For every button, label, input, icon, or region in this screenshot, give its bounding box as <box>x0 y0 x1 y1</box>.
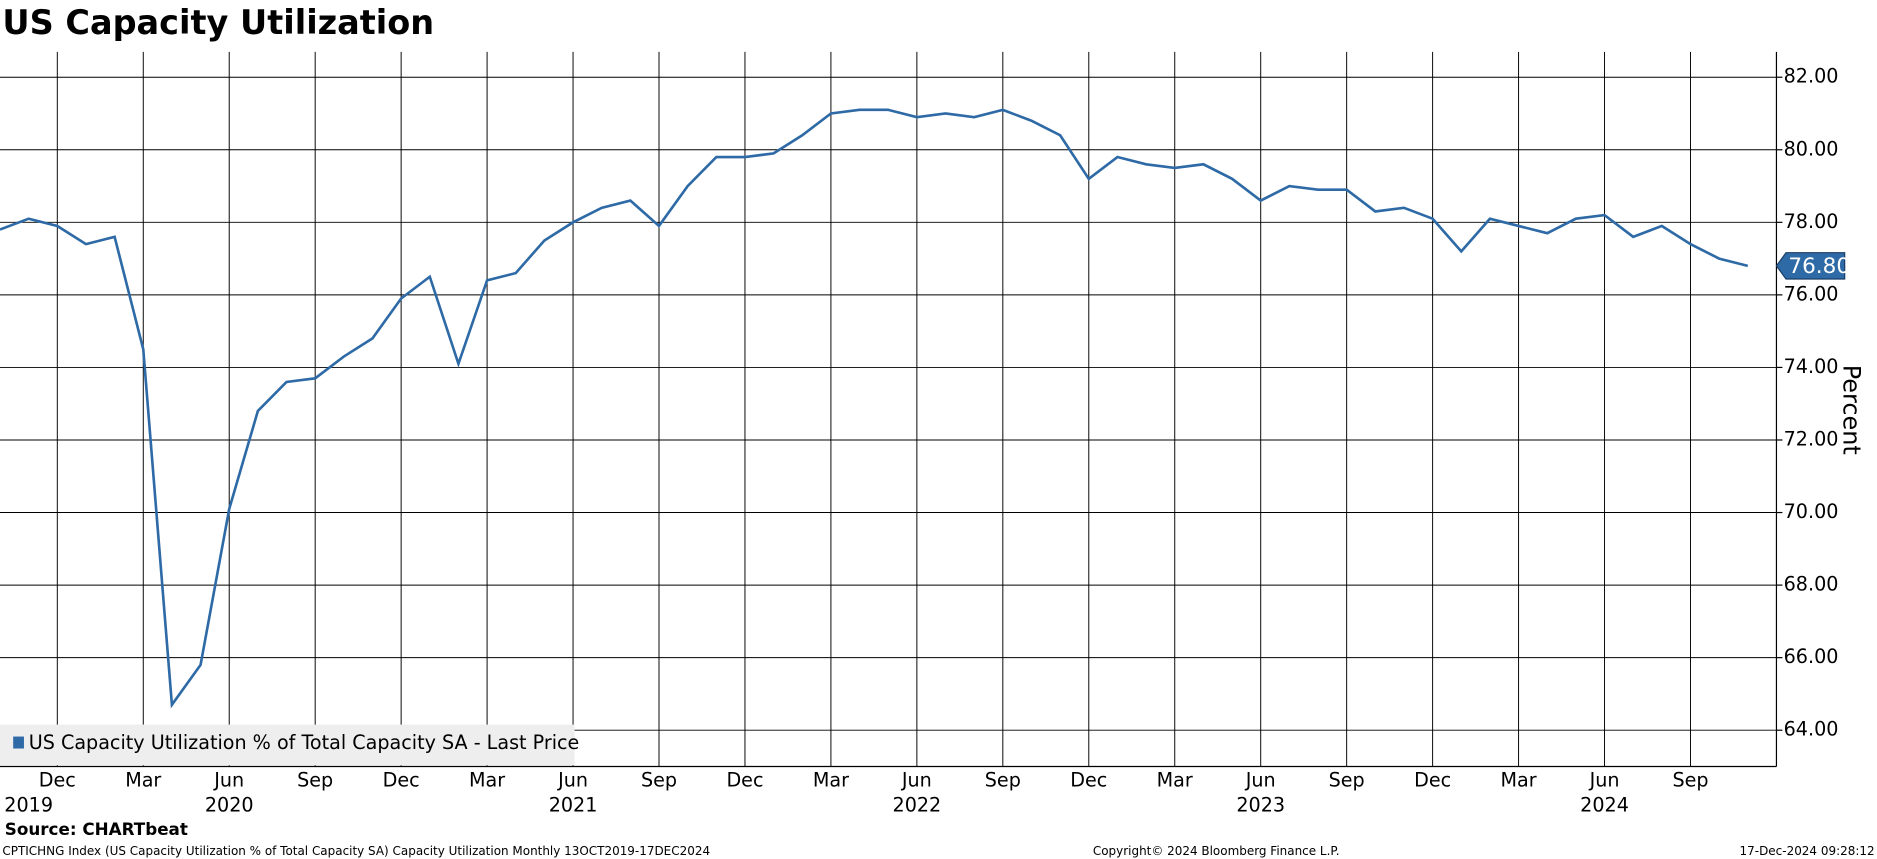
legend-swatch <box>13 736 24 749</box>
x-tick-label: Jun <box>557 768 588 791</box>
footer-center: Copyright© 2024 Bloomberg Finance L.P. <box>1093 844 1340 858</box>
source: Source: CHARTbeat <box>5 819 188 839</box>
line <box>0 108 1749 709</box>
x-tick-label: Sep <box>1672 768 1708 791</box>
y-tick-label: 64.00 <box>1784 718 1839 741</box>
year-label: 2020 <box>205 793 254 816</box>
y-tick-label: 80.00 <box>1784 137 1839 160</box>
x-tick-label: Sep <box>297 768 333 791</box>
y-tick-label: 78.00 <box>1784 210 1839 233</box>
y-tick-label: 66.00 <box>1784 645 1839 668</box>
x-tick-label: Sep <box>1329 768 1365 791</box>
footer-right: 17-Dec-2024 09:28:12 <box>1740 844 1875 858</box>
legend-box <box>0 724 575 766</box>
year-label: 2019 <box>4 793 53 816</box>
x-tick-label: Mar <box>1501 768 1537 791</box>
x-tick-label: Dec <box>1414 768 1451 791</box>
x-tick-label: Dec <box>1070 768 1107 791</box>
x-tick-label: Mar <box>125 768 161 791</box>
x-tick-label: Sep <box>641 768 677 791</box>
x-tick-label: Dec <box>726 768 763 791</box>
year-label: 2022 <box>893 793 942 816</box>
grid <box>0 51 1777 767</box>
x-tick-label: Dec <box>39 768 76 791</box>
x-tick-label: Sep <box>985 768 1021 791</box>
footer-left: CPTICHNG Index (US Capacity Utilization … <box>2 844 710 858</box>
x-tick-label: Jun <box>901 768 932 791</box>
y-tick-label: 74.00 <box>1784 355 1839 378</box>
x-tick-label: Jun <box>1245 768 1276 791</box>
legend-label: US Capacity Utilization % of Total Capac… <box>29 731 580 754</box>
y-tick-label: 76.00 <box>1784 282 1839 305</box>
x-tick-label: Dec <box>383 768 420 791</box>
chart-title: US Capacity Utilization <box>2 3 434 42</box>
y-axis-label: Percent <box>1838 365 1866 455</box>
last-price-label: 76.80 <box>1788 254 1850 279</box>
x-tick-label: Mar <box>469 768 505 791</box>
year-label: 2024 <box>1580 793 1629 816</box>
year-label: 2023 <box>1236 793 1285 816</box>
y-tick-label: 68.00 <box>1784 573 1839 596</box>
x-tick-label: Mar <box>813 768 849 791</box>
x-tick-label: Mar <box>1157 768 1193 791</box>
x-tick-label: Jun <box>213 768 244 791</box>
last-price-marker <box>1775 252 1846 280</box>
y-tick-label: 72.00 <box>1784 427 1839 450</box>
x-tick-label: Jun <box>1589 768 1620 791</box>
y-tick-label: 82.00 <box>1784 65 1839 88</box>
year-label: 2021 <box>549 793 598 816</box>
y-tick-label: 70.00 <box>1784 500 1839 523</box>
